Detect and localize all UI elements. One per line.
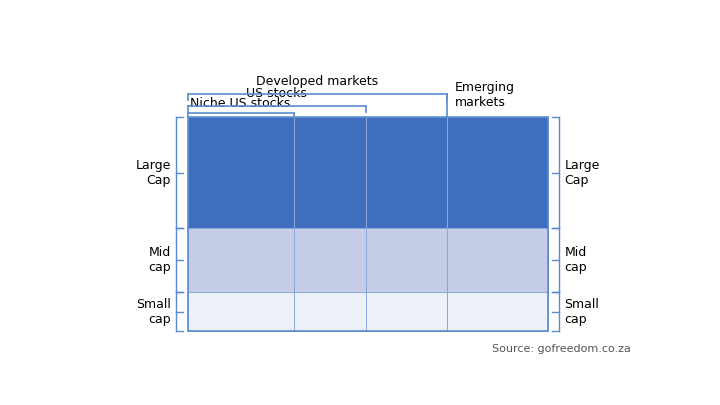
- Bar: [366, 228, 447, 292]
- Bar: [188, 117, 547, 331]
- Text: Mid
cap: Mid cap: [148, 246, 171, 274]
- Text: Small
cap: Small cap: [136, 298, 171, 326]
- Bar: [366, 292, 447, 331]
- Bar: [447, 292, 547, 331]
- Bar: [447, 117, 547, 228]
- Text: Large
Cap: Large Cap: [135, 159, 171, 187]
- Text: Mid
cap: Mid cap: [564, 246, 587, 274]
- Bar: [294, 228, 366, 292]
- Bar: [188, 292, 294, 331]
- Text: Large
Cap: Large Cap: [564, 159, 600, 187]
- Text: US stocks: US stocks: [246, 87, 307, 100]
- Text: Small
cap: Small cap: [564, 298, 599, 326]
- Text: Emerging
markets: Emerging markets: [455, 81, 515, 109]
- Text: Niche US stocks: Niche US stocks: [190, 97, 291, 110]
- Text: Developed markets: Developed markets: [256, 75, 378, 87]
- Bar: [294, 292, 366, 331]
- Bar: [294, 117, 366, 228]
- Bar: [188, 117, 294, 228]
- Bar: [188, 228, 294, 292]
- Bar: [447, 228, 547, 292]
- Bar: [366, 117, 447, 228]
- Text: Source: gofreedom.co.za: Source: gofreedom.co.za: [492, 344, 631, 354]
